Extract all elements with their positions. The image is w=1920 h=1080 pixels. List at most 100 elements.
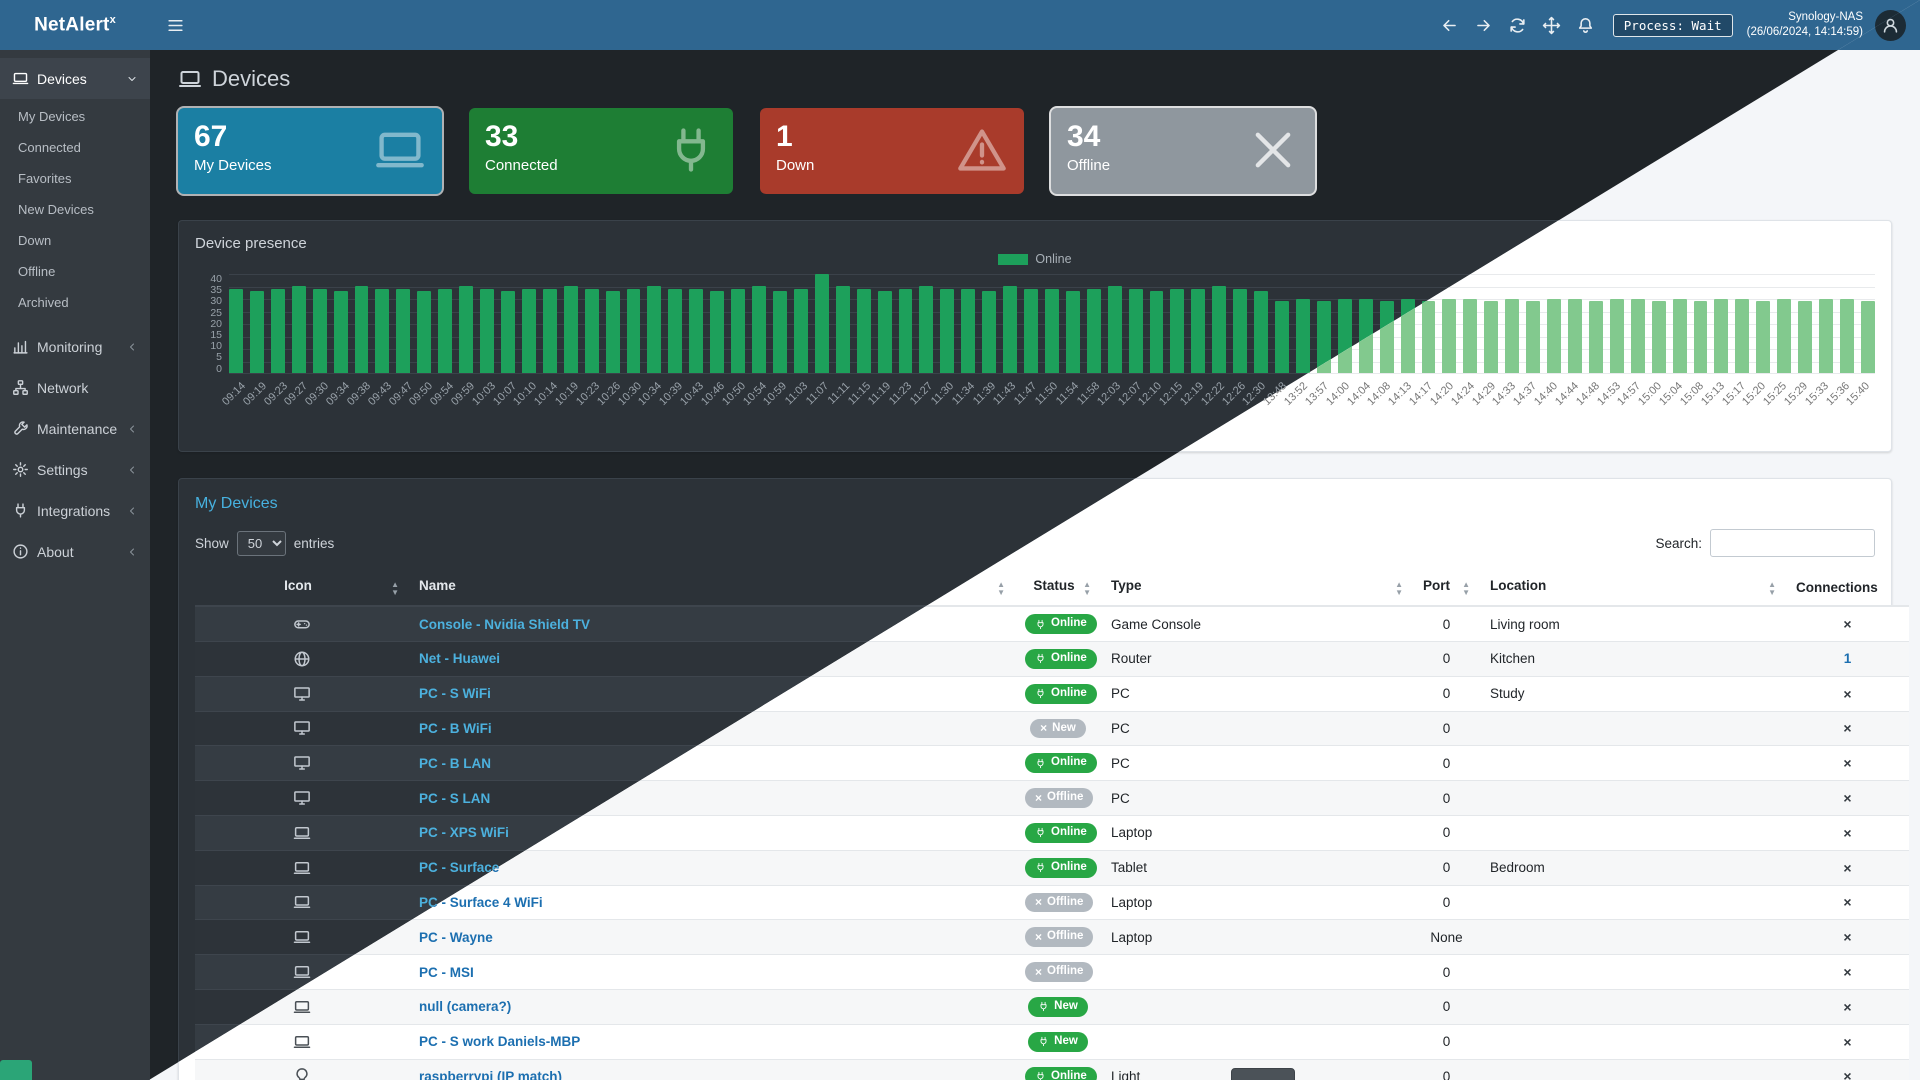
x-tick-label: 14:00 bbox=[1323, 380, 1352, 408]
device-name-cell: PC - Surface 4 WiFi bbox=[409, 885, 1015, 921]
chart-bar bbox=[1212, 286, 1227, 373]
device-link[interactable]: PC - B LAN bbox=[419, 755, 491, 771]
sidebar-subitem-new-devices[interactable]: New Devices bbox=[18, 202, 94, 217]
device-link[interactable]: Net - Huawei bbox=[419, 651, 501, 667]
sidebar-subitem-my-devices[interactable]: My Devices bbox=[18, 109, 86, 124]
x-tick-label: 11:39 bbox=[970, 380, 998, 408]
chart-bar bbox=[521, 288, 536, 373]
device-status-cell: ×Offline bbox=[1015, 780, 1101, 816]
device-type-cell: Router bbox=[1101, 641, 1413, 677]
stat-card-connected[interactable]: 33 Connected bbox=[469, 108, 733, 194]
stat-cards: 67 My Devices 33 Connected 1 Down 34 Off… bbox=[178, 108, 1892, 194]
sidebar-subitem-favorites[interactable]: Favorites bbox=[18, 171, 72, 186]
x-tick-label: 11:27 bbox=[907, 380, 936, 408]
device-link[interactable]: Console - Nvidia Shield TV bbox=[419, 616, 591, 632]
chart-bar bbox=[291, 286, 306, 373]
chart-bar bbox=[1714, 298, 1729, 373]
arrow-left-icon bbox=[1440, 16, 1459, 35]
device-link[interactable]: PC - MSI bbox=[419, 964, 474, 980]
chart-bar bbox=[1044, 288, 1059, 373]
refresh-button[interactable] bbox=[1501, 8, 1535, 42]
device-link[interactable]: raspberrypi (IP match) bbox=[419, 1068, 563, 1080]
column-header-icon[interactable]: Icon▲▼ bbox=[195, 569, 409, 608]
device-link[interactable]: PC - Wayne bbox=[419, 929, 493, 945]
device-status-cell: New bbox=[1015, 989, 1101, 1025]
sidebar-item-integrations[interactable]: Integrations bbox=[0, 490, 150, 531]
device-type-cell: Laptop bbox=[1101, 815, 1413, 851]
chart-bar bbox=[898, 288, 913, 373]
status-badge: New bbox=[1028, 1031, 1088, 1052]
pagination-current-page[interactable]: 1 bbox=[1231, 1068, 1295, 1080]
nav-forward-button[interactable] bbox=[1467, 8, 1501, 42]
entries-label: entries bbox=[293, 535, 335, 551]
device-link[interactable]: null (camera?) bbox=[419, 999, 512, 1015]
device-link[interactable]: PC - Surface 4 WiFi bbox=[419, 894, 543, 910]
column-header-type[interactable]: Type▲▼ bbox=[1101, 569, 1413, 608]
topbar: NetAlertx Process: Wait Synology-NAS (26… bbox=[0, 0, 1920, 50]
search-input[interactable] bbox=[1710, 529, 1875, 557]
stat-card-down[interactable]: 1 Down bbox=[760, 108, 1024, 194]
floating-corner-button[interactable] bbox=[0, 1060, 32, 1080]
device-location-cell bbox=[1480, 919, 1786, 956]
sidebar-toggle-button[interactable] bbox=[158, 8, 192, 42]
sort-icon: ▲▼ bbox=[1083, 580, 1091, 597]
column-header-location[interactable]: Location▲▼ bbox=[1480, 569, 1786, 608]
no-connections-icon: × bbox=[1843, 790, 1852, 807]
device-type-cell bbox=[1101, 954, 1413, 990]
sidebar-subitem-down[interactable]: Down bbox=[18, 233, 52, 248]
chart-bar bbox=[396, 288, 411, 373]
sidebar-subitem-connected[interactable]: Connected bbox=[18, 140, 81, 155]
sidebar-item-network[interactable]: Network bbox=[0, 367, 150, 408]
sidebar-item-devices[interactable]: Devices bbox=[0, 58, 150, 99]
device-location-cell bbox=[1480, 815, 1786, 851]
device-name-cell: PC - Wayne bbox=[409, 919, 1015, 956]
plug-icon bbox=[1035, 688, 1046, 699]
column-header-status[interactable]: Status▲▼ bbox=[1015, 569, 1101, 608]
device-icon-cell bbox=[195, 1059, 409, 1080]
nav-back-button[interactable] bbox=[1433, 8, 1467, 42]
notifications-button[interactable] bbox=[1569, 8, 1603, 42]
devices-table-body: Console - Nvidia Shield TVOnlineGame Con… bbox=[195, 606, 1909, 1080]
device-status-cell: New bbox=[1015, 1024, 1101, 1060]
device-link[interactable]: PC - S WiFi bbox=[419, 686, 491, 702]
column-header-port[interactable]: Port▲▼ bbox=[1413, 569, 1480, 608]
x-tick-label: 10:59 bbox=[761, 380, 790, 408]
device-link[interactable]: PC - S LAN bbox=[419, 790, 491, 806]
stat-value: 33 bbox=[485, 120, 519, 153]
device-link[interactable]: PC - Surface bbox=[419, 860, 500, 876]
warning-icon bbox=[956, 124, 1008, 176]
y-tick-label: 20 bbox=[210, 317, 222, 330]
device-link[interactable]: PC - S work Daniels-MBP bbox=[419, 1034, 581, 1050]
stat-card-offline[interactable]: 34 Offline bbox=[1051, 108, 1315, 194]
device-link[interactable]: PC - XPS WiFi bbox=[419, 825, 509, 841]
device-type-cell: Laptop bbox=[1101, 885, 1413, 921]
page-length-select[interactable]: 50 bbox=[236, 530, 286, 556]
device-location-cell bbox=[1480, 1059, 1786, 1080]
plug-icon bbox=[665, 124, 717, 176]
chart-bar bbox=[752, 286, 766, 373]
column-header-connections[interactable]: Connections bbox=[1786, 569, 1909, 608]
sidebar-item-label: About bbox=[37, 543, 74, 560]
chart-bar bbox=[1191, 288, 1206, 373]
column-header-name[interactable]: Name▲▼ bbox=[409, 569, 1015, 608]
page-length-control: Show 50 entries bbox=[195, 530, 335, 556]
device-link[interactable]: PC - B WiFi bbox=[419, 720, 492, 736]
app-logo[interactable]: NetAlertx bbox=[34, 13, 116, 36]
stat-card-my-devices[interactable]: 67 My Devices bbox=[178, 108, 442, 194]
sidebar-subitem-archived[interactable]: Archived bbox=[18, 295, 69, 310]
sidebar-subitem-offline[interactable]: Offline bbox=[18, 264, 56, 279]
sidebar-item-monitoring[interactable]: Monitoring bbox=[0, 326, 150, 367]
sidebar-item-settings[interactable]: Settings bbox=[0, 449, 150, 490]
device-name-cell: PC - S work Daniels-MBP bbox=[409, 1024, 1015, 1060]
x-tick-label: 11:54 bbox=[1053, 380, 1082, 408]
my-devices-title: My Devices bbox=[195, 495, 278, 512]
chart-bar bbox=[1547, 298, 1561, 373]
status-badge: ×Offline bbox=[1025, 892, 1094, 913]
sidebar-item-label: Network bbox=[37, 379, 89, 396]
device-type-cell: PC bbox=[1101, 745, 1413, 782]
sidebar-item-about[interactable]: About bbox=[0, 531, 150, 572]
connections-link[interactable]: 1 bbox=[1843, 651, 1852, 667]
sidebar-item-maintenance[interactable]: Maintenance bbox=[0, 408, 150, 449]
pan-view-button[interactable] bbox=[1535, 8, 1569, 42]
chart-bar bbox=[1651, 301, 1666, 373]
